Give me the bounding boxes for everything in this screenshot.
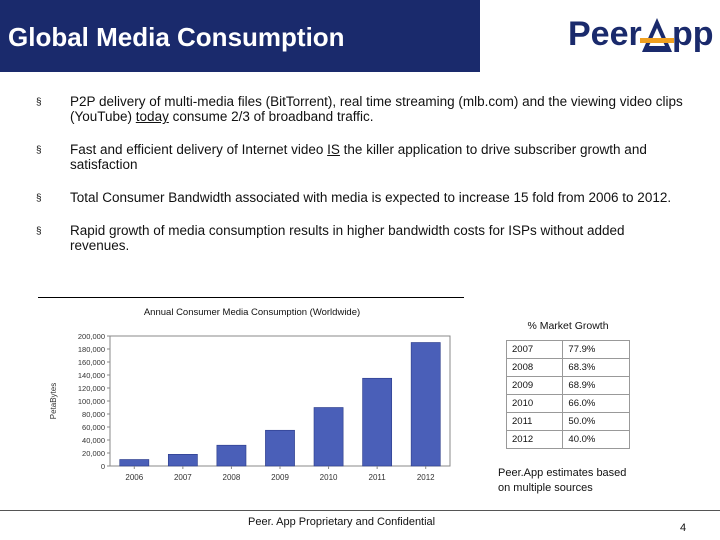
bar-2010 — [313, 407, 344, 467]
y-tick-label: 100,000 — [78, 397, 105, 406]
bar-2008 — [216, 444, 247, 467]
section-divider — [38, 297, 464, 298]
x-tick-label: 2012 — [417, 473, 435, 482]
logo-text-right: pp — [672, 15, 714, 53]
y-tick-label: 20,000 — [82, 449, 105, 458]
growth-cell: 50.0% — [562, 412, 630, 431]
bar-2006 — [119, 459, 150, 467]
table-row: 2010 66.0% — [505, 394, 630, 413]
growth-cell: 68.9% — [562, 376, 630, 395]
bullet-text: Fast and efficient delivery of Internet … — [70, 142, 328, 157]
bullet-item: § Total Consumer Bandwidth associated wi… — [36, 190, 686, 205]
x-tick-label: 2011 — [369, 473, 387, 482]
x-tick-label: 2006 — [125, 473, 143, 482]
bullet-mark: § — [36, 145, 42, 156]
x-tick-label: 2007 — [174, 473, 192, 482]
bullet-emphasis: today — [135, 109, 169, 124]
y-tick-label: 180,000 — [78, 345, 105, 354]
table-row: 2009 68.9% — [505, 376, 630, 395]
chart-svg: Annual Consumer Media Consumption (World… — [44, 302, 464, 492]
chart-title: Annual Consumer Media Consumption (World… — [144, 307, 360, 318]
media-consumption-chart: Annual Consumer Media Consumption (World… — [44, 302, 464, 492]
year-cell: 2012 — [505, 430, 564, 449]
table-row: 2007 77.9% — [505, 340, 630, 359]
title-bar: Global Media Consumption — [0, 0, 480, 72]
bar-2012 — [410, 342, 441, 467]
bullet-text: Rapid growth of media consumption result… — [70, 223, 625, 253]
bullet-item: § Fast and efficient delivery of Interne… — [36, 142, 686, 172]
y-tick-label: 120,000 — [78, 384, 105, 393]
year-cell: 2010 — [505, 394, 564, 413]
y-tick-label: 60,000 — [82, 423, 105, 432]
y-axis-label: PetaBytes — [49, 383, 58, 419]
footer-divider — [0, 510, 720, 511]
year-cell: 2007 — [505, 340, 564, 359]
y-tick-label: 0 — [101, 462, 105, 471]
y-tick-label: 80,000 — [82, 410, 105, 419]
table-row: 2008 68.3% — [505, 358, 630, 377]
year-cell: 2008 — [505, 358, 564, 377]
x-tick-label: 2010 — [320, 473, 338, 482]
year-cell: 2009 — [505, 376, 564, 395]
bullet-text: P2P delivery of multi-media files (BitTo… — [70, 94, 683, 124]
bullet-text: Total Consumer Bandwidth associated with… — [70, 190, 672, 205]
bar-2009 — [265, 429, 295, 467]
bar-2007 — [167, 454, 198, 467]
table-row: 2011 50.0% — [505, 412, 630, 431]
growth-cell: 77.9% — [562, 340, 630, 359]
footer-confidential: Peer. App Proprietary and Confidential — [248, 516, 436, 528]
bullet-emphasis: IS — [327, 142, 340, 157]
bullet-mark: § — [36, 226, 42, 237]
bullet-text-tail: consume 2/3 of broadband traffic. — [168, 109, 374, 124]
market-growth-title: % Market Growth — [527, 320, 609, 332]
page-number: 4 — [680, 522, 687, 534]
bullet-mark: § — [36, 193, 42, 204]
y-tick-label: 140,000 — [78, 371, 105, 380]
bar-2011 — [362, 377, 393, 467]
table-row: 2012 40.0% — [505, 430, 630, 449]
x-tick-label: 2009 — [271, 473, 289, 482]
bullet-text-tail: the killer application to drive subscrib… — [70, 142, 647, 172]
peerapp-triangle-icon — [640, 18, 674, 52]
year-cell: 2011 — [505, 412, 564, 431]
slide-title: Global Media Consumption — [8, 22, 345, 52]
growth-cell: 68.3% — [562, 358, 630, 377]
bullet-mark: § — [36, 97, 42, 108]
market-growth-table: 2007 77.9% 2008 68.3% 2009 68.9% 2010 66.0% … — [505, 340, 630, 449]
y-tick-label: 40,000 — [82, 436, 105, 445]
growth-cell: 66.0% — [562, 394, 630, 413]
y-tick-label: 200,000 — [78, 332, 105, 341]
bullet-item: § P2P delivery of multi-media files (Bit… — [36, 94, 686, 124]
logo-text-left: Peer — [568, 15, 642, 53]
estimates-note: Peer.App estimates based on multiple sou… — [498, 467, 627, 494]
peerapp-logo: Peer pp — [568, 10, 718, 62]
x-tick-label: 2008 — [223, 473, 241, 482]
y-tick-label: 160,000 — [78, 358, 105, 367]
bullet-item: § Rapid growth of media consumption resu… — [36, 223, 686, 253]
growth-cell: 40.0% — [562, 430, 630, 449]
bullet-list: § P2P delivery of multi-media files (Bit… — [36, 94, 686, 271]
